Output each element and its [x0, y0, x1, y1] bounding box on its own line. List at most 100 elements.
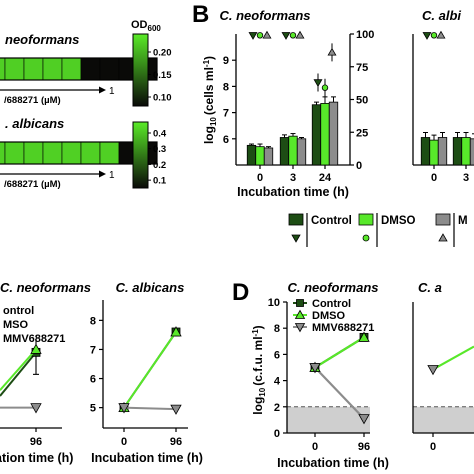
- series-marker: [358, 414, 370, 425]
- x-tick-label: 96: [30, 436, 42, 448]
- series-marker: [30, 343, 42, 354]
- series-line-mmv688271: [123, 406, 177, 411]
- y-tick-label: 6: [90, 374, 96, 386]
- x-tick-label: 0: [431, 172, 437, 184]
- panel-b-xlabel: Incubation time (h): [237, 185, 349, 199]
- y-tick-label: 7: [90, 344, 96, 356]
- bar-second: [461, 137, 471, 166]
- y2-tick-label: 100: [356, 29, 374, 41]
- panel-a-heatmaps: neoformans 1/688271 (µM) 0.20 0.15 0.10 OD600…: [0, 19, 172, 190]
- heatmap-cell: [80, 141, 101, 165]
- heatmap-cell: [4, 57, 25, 81]
- panel-d-ylabel: log10 (c.f.u. ml-1): [251, 325, 267, 414]
- bar-control: [279, 137, 290, 166]
- heatmap-cell: [0, 141, 6, 165]
- x-tick-label: 0: [312, 441, 318, 453]
- y2-tick-label: 0: [356, 160, 362, 172]
- detection-limit-shade-2: [413, 406, 474, 433]
- bar-second: [469, 138, 474, 166]
- colorbar-tick-label: 0.2: [153, 160, 166, 171]
- bar-dmso: [320, 103, 330, 166]
- y-tick-label: 9: [223, 55, 229, 67]
- heatmap-c-albicans: . albicans 1/688271 (µM) 0.4 0.3 0.2 0.1: [0, 116, 167, 190]
- bar-dmso: [255, 146, 265, 166]
- series-line-dmso: [314, 336, 365, 369]
- arrow-end-label: 1: [109, 170, 115, 181]
- series-line-mmv688271: [314, 366, 365, 420]
- series-marker: [309, 363, 321, 374]
- colorbar-tick-label: 0.10: [153, 93, 172, 104]
- panel-c1-xlabel: ation time (h): [0, 451, 73, 465]
- series-line-second: [432, 345, 474, 371]
- arrow-head: [99, 86, 106, 94]
- colorbar-tick-label: 0.15: [153, 70, 172, 81]
- colorbar-tick-label: 0.4: [153, 129, 167, 140]
- heatmap-border: [0, 141, 158, 165]
- ylabel-sup: -1: [202, 59, 211, 67]
- ylabel-sub: 10: [209, 117, 218, 126]
- y-tick-label: 6: [223, 134, 229, 146]
- ylabel-sup: -1: [251, 329, 260, 337]
- panel-d-xlabel: Incubation time (h): [277, 456, 389, 470]
- panel-b-second-title: C. albi: [422, 8, 461, 23]
- heatmap-border: [0, 57, 158, 81]
- ylabel-rest: (c.f.u. ml: [251, 336, 265, 385]
- y-tick-label: 4: [274, 376, 281, 388]
- y-tick-label: 0: [274, 428, 280, 440]
- heatmap-c-neoformans: neoformans 1/688271 (µM) 0.20 0.15 0.10 OD600: [0, 19, 172, 107]
- panel-d-title: C. neoformans: [287, 280, 378, 295]
- colorbar-tick-label: 0.20: [153, 48, 172, 59]
- y-tick-label: 7: [223, 108, 229, 120]
- panel-c2-xlabel: Incubation time (h): [91, 451, 203, 465]
- x-tick-label: 96: [358, 441, 370, 453]
- bar-control: [311, 104, 322, 166]
- legend-label: MMV688271: [312, 322, 374, 334]
- ylabel-end: ): [251, 325, 265, 329]
- heatmap-cell: [23, 57, 44, 81]
- bar-second: [452, 137, 463, 166]
- y-tick-label: 2: [274, 402, 280, 414]
- heatmap-title: . albicans: [5, 116, 64, 131]
- viability-marker: [436, 30, 446, 39]
- x-tick-label: 0: [121, 436, 127, 448]
- series-line-dmso: [0, 348, 37, 391]
- panel-label-d: D: [232, 279, 249, 306]
- legend-label: ontrol: [3, 305, 34, 317]
- bar-m: [296, 138, 307, 166]
- legend-swatch: [358, 213, 374, 226]
- heatmap-cell: [42, 57, 63, 81]
- y2-tick-label: 75: [356, 62, 368, 74]
- panel-d-second-title: C. a: [418, 280, 442, 295]
- heatmap-title: neoformans: [5, 32, 79, 47]
- panel-c-line-charts: C. neoformans 96 ation time (h) ontrol MSO MM…: [0, 280, 203, 465]
- panel-b-title: C. neoformans: [219, 8, 310, 23]
- panel-b-bar-chart: B C. neoformans C. albi log10 (cells ml-1) 6 7…: [192, 1, 474, 247]
- viability-marker: [262, 30, 272, 39]
- bar-second: [429, 139, 439, 166]
- legend-marker: [294, 309, 306, 319]
- x-tick-label: 0: [257, 172, 263, 184]
- bar-second: [437, 137, 448, 166]
- x-tick-label: 0: [430, 441, 436, 453]
- x-tick-label: 3: [463, 172, 469, 184]
- y-tick-label: 8: [223, 81, 229, 93]
- heatmap-cell: [0, 57, 6, 81]
- viability-marker: [281, 32, 291, 40]
- y2-tick-label: 25: [356, 127, 368, 139]
- bar-dmso: [288, 135, 298, 166]
- colorbar: [132, 121, 149, 189]
- legend-label: DMSO: [381, 215, 416, 227]
- colorbar-tick-label: 0.1: [153, 176, 167, 187]
- series-marker: [358, 331, 370, 342]
- y-tick-label: 5: [90, 403, 96, 415]
- viability-marker: [248, 32, 258, 40]
- y2-tick-label: 50: [356, 95, 368, 107]
- heatmap-cell: [42, 141, 63, 165]
- ylabel-main: log: [202, 126, 216, 144]
- x-tick-label: 3: [290, 172, 296, 184]
- arrow-end-label: 1: [109, 86, 115, 97]
- heatmap-cell: [4, 141, 25, 165]
- x-tick-label: 96: [170, 436, 182, 448]
- ylabel-main: log: [251, 397, 265, 415]
